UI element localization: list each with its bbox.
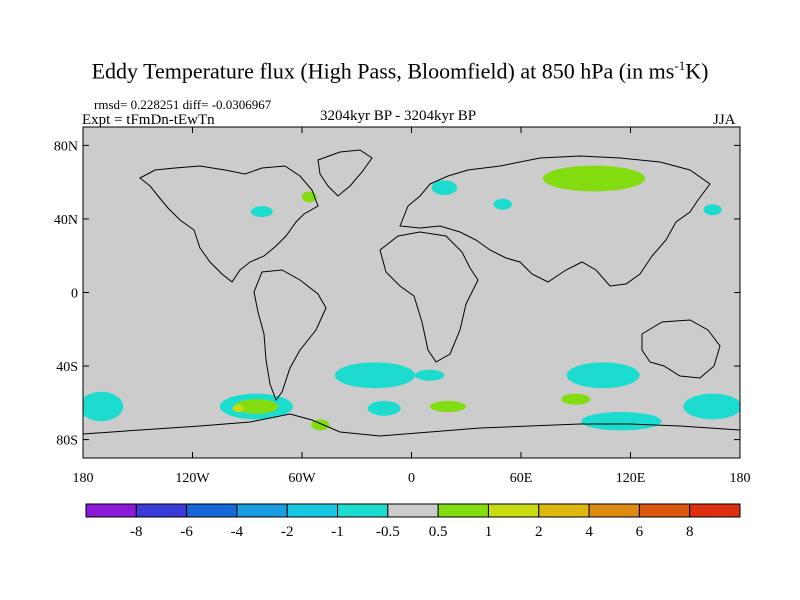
anomaly-patch-3 [250,206,273,218]
colorbar-swatch [689,503,741,518]
longitude-axis: 180 120W 60W 0 60E 120E 180 [73,127,751,486]
anomaly-patch-17 [581,412,662,431]
anomaly-layer [83,165,740,431]
lon-tick-label: 180 [73,471,94,486]
coastline-eurasia [399,155,711,287]
colorbar: -8 -6 -4 -2 -1 -0.5 0.5 1 2 4 6 8 [85,503,741,540]
lat-tick-label: 40N [54,213,78,228]
coastline-antarctica [83,413,740,437]
anomaly-patch-0 [542,165,646,192]
plot-title: Eddy Temperature flux (High Pass, Bloomf… [91,58,709,84]
anomaly-patch-9 [83,391,124,422]
coastline-south-america [253,269,327,402]
colorbar-swatch [437,503,489,518]
colorbar-swatch [538,503,590,518]
anomaly-patch-18 [311,419,330,431]
colorbar-label: -2 [281,524,294,540]
colorbar-label: -6 [180,524,193,540]
colorbar-label: -8 [130,524,143,540]
lon-tick-label: 60E [510,471,533,486]
colorbar-label: -1 [331,524,344,540]
anomaly-patch-16 [683,393,740,420]
colorbar-swatch [638,503,691,518]
lon-tick-label: 180 [730,471,751,486]
anomaly-patch-7 [566,362,640,389]
lon-tick-label: 120W [175,471,210,486]
colorbar-swatch [588,503,640,518]
colorbar-label: 1 [485,524,493,540]
experiment-label: Expt = tFmDn-tEwTn [82,112,215,128]
anomaly-patch-11 [234,399,279,414]
anomaly-patch-14 [429,400,467,413]
lon-tick-label: 120E [616,471,646,486]
colorbar-swatch [387,503,439,518]
lon-tick-label: 60W [288,471,316,486]
lat-tick-label: 80S [56,434,78,449]
colorbar-swatch [135,503,188,518]
lat-tick-label: 40S [56,360,78,375]
colorbar-label: 6 [636,524,644,540]
colorbar-label: -4 [231,524,244,540]
colorbar-label: 0.5 [429,524,448,540]
coastlines [83,149,740,437]
colorbar-swatch [337,503,389,518]
colorbar-label: 2 [535,524,543,540]
coastline-north-america [139,165,319,283]
colorbar-swatch [487,503,540,518]
anomaly-patch-1 [431,180,458,196]
anomaly-patch-6 [334,362,416,389]
colorbar-swatch [85,503,137,518]
season-label: JJA [713,112,736,128]
lon-tick-label: 0 [408,471,415,486]
period-label: 3204kyr BP - 3204kyr BP [320,108,477,124]
coastline-africa [379,231,479,363]
anomaly-patch-12 [232,404,244,413]
anomaly-patch-4 [493,198,512,210]
anomaly-patch-8 [415,369,445,381]
colorbar-label: 4 [585,524,593,540]
lat-tick-label: 80N [54,139,78,154]
lat-tick-label: 0 [71,287,78,302]
colorbar-swatch [236,503,288,518]
coastline-australia [641,319,721,379]
colorbar-swatch [286,503,339,518]
coastline-greenland [317,149,373,197]
colorbar-swatch [186,503,238,518]
colorbar-label: -0.5 [376,524,400,540]
anomaly-patch-13 [367,400,401,416]
anomaly-patch-5 [703,204,722,216]
anomaly-patch-15 [561,393,591,405]
stats-label: rmsd= 0.228251 diff= -0.0306967 [94,97,272,112]
latitude-axis: 80N 40N 0 40S 80S [54,139,740,449]
colorbar-label: 8 [686,524,694,540]
anomaly-patch-2 [302,191,317,203]
